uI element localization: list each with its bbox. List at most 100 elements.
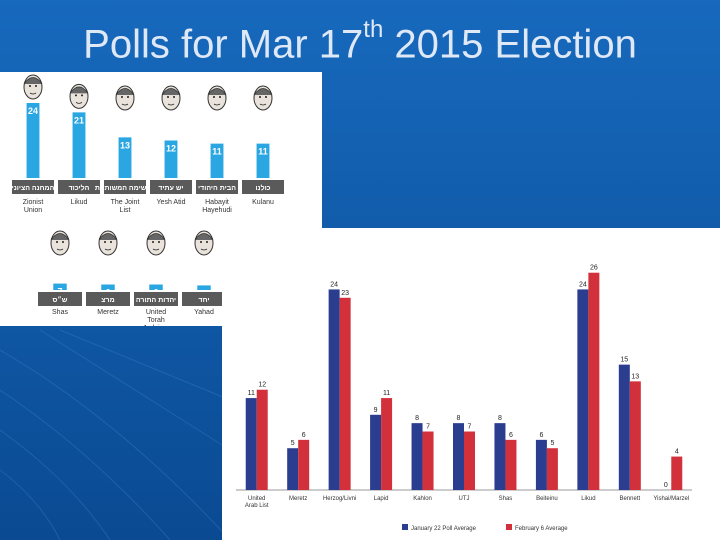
party-name-label: Shas (52, 309, 68, 316)
party-name-label: List (120, 207, 131, 214)
portrait-icon (194, 230, 214, 256)
portrait-mouth (200, 248, 208, 251)
portrait-eye (259, 96, 261, 98)
portrait-mouth (213, 103, 221, 106)
party-logo-text: המחנה הציוני (12, 185, 55, 192)
bar-data-label: 11 (248, 390, 255, 397)
bar-feb6 (546, 448, 558, 490)
bar-data-label: 24 (330, 281, 338, 288)
portrait-icon (69, 83, 89, 109)
x-tick-label: Shas (499, 496, 513, 502)
portrait-eye (29, 85, 31, 87)
bar-data-label: 6 (509, 432, 513, 439)
bar-data-label: 24 (579, 281, 587, 288)
x-tick-label: United (248, 496, 265, 502)
bar-data-label: 26 (590, 265, 598, 272)
portrait-hair (50, 233, 70, 241)
poll-comparison-chart-panel: 11 12 United Arab List 5 6 Meretz 24 23 Herzog/Li… (222, 228, 720, 540)
portrait-icon (115, 85, 135, 111)
bar-feb6 (505, 439, 517, 490)
portrait-mouth (121, 103, 129, 106)
background-decorative-lines (0, 329, 231, 540)
portrait-mouth (259, 103, 267, 106)
x-tick-label: Likud (581, 496, 595, 502)
party-logo-box (134, 292, 178, 306)
party-name-label: Yesh Atid (157, 199, 186, 206)
party-name-label: Likud (71, 199, 88, 206)
bar-data-label: 6 (539, 432, 543, 439)
infographic-bar (164, 140, 178, 178)
bar-data-label: 4 (675, 449, 679, 456)
party-logo-text: הרשימה המשותפת (95, 185, 156, 192)
party-logo-text: ש״ס (53, 295, 68, 304)
portrait-icon (23, 74, 43, 100)
party-logo-box (242, 180, 284, 194)
portrait-hair (194, 233, 214, 241)
portrait-mouth (104, 248, 112, 251)
bar-data-label: 8 (415, 415, 419, 422)
party-logo-box (104, 180, 146, 194)
infographic-bar (197, 285, 211, 290)
x-tick-label: UTJ (459, 496, 470, 502)
x-tick-label: Bennett (619, 496, 640, 502)
portrait-hair (253, 88, 273, 96)
bar-data-label: 5 (550, 440, 554, 447)
bar-jan22 (287, 448, 299, 490)
party-logo-text: יחד (199, 297, 210, 304)
party-logo-box (150, 180, 192, 194)
party-logo-text: הליכוד (69, 184, 90, 192)
bar-jan22 (411, 423, 423, 490)
infographic-top-parties: 24 המחנה הציוני Zionist Union 21 הליכוד Likud 1… (0, 72, 322, 228)
bar-data-label: 12 (258, 382, 266, 389)
bar-feb6 (464, 431, 475, 490)
infographic-bar-value: 11 (212, 147, 222, 157)
portrait-icon (146, 230, 166, 256)
infographic-bar-value: 21 (74, 115, 84, 125)
portrait-mouth (75, 102, 83, 104)
slide-title: Polls for Mar 17th 2015 Election (0, 16, 720, 67)
portrait-eye (158, 241, 160, 243)
infographic-bar (118, 137, 132, 178)
bar-jan22 (453, 423, 464, 490)
portrait-eye (152, 241, 154, 243)
bar-feb6 (671, 456, 683, 490)
party-logo-box (196, 180, 238, 194)
party-logo-box (58, 180, 100, 194)
legend-swatch (506, 524, 512, 530)
party-logo-box (38, 292, 82, 306)
portrait-hair (207, 88, 227, 96)
bar-feb6 (629, 381, 641, 490)
x-tick-label: Yishai/Marzel (653, 496, 689, 502)
infographic-bar-value: 12 (166, 144, 176, 154)
infographic-bar (256, 143, 270, 178)
portrait-eye (35, 85, 37, 87)
party-name-label: Yahad (194, 309, 214, 316)
infographic-bar-value: 24 (28, 106, 38, 116)
x-tick-label: Lapid (374, 496, 389, 502)
portrait-eye (200, 241, 202, 243)
slide-title-superscript: th (363, 16, 384, 43)
slide-title-end: 2015 Election (383, 22, 637, 67)
portrait-eye (219, 96, 221, 98)
bar-feb6 (339, 297, 351, 490)
portrait-eye (56, 241, 58, 243)
party-name-label: Union (24, 207, 42, 214)
x-tick-label: Arab List (245, 503, 269, 509)
portrait-eye (173, 96, 175, 98)
infographic-bar-value: 7 (57, 287, 62, 297)
bar-data-label: 23 (341, 290, 349, 297)
portrait-eye (127, 96, 129, 98)
portrait-hair (69, 86, 89, 94)
bar-data-label: 7 (426, 424, 430, 431)
portrait-icon (161, 85, 181, 111)
portrait-mouth (167, 103, 175, 106)
x-tick-label: Herzog/Livni (323, 496, 356, 502)
portrait-eye (104, 241, 106, 243)
portrait-eye (167, 96, 169, 98)
portrait-mouth (56, 248, 64, 251)
bar-jan22 (494, 423, 506, 490)
party-name-label: Judaism (143, 325, 169, 326)
infographic-bar-value: 13 (120, 140, 130, 150)
party-logo-box (86, 292, 130, 306)
